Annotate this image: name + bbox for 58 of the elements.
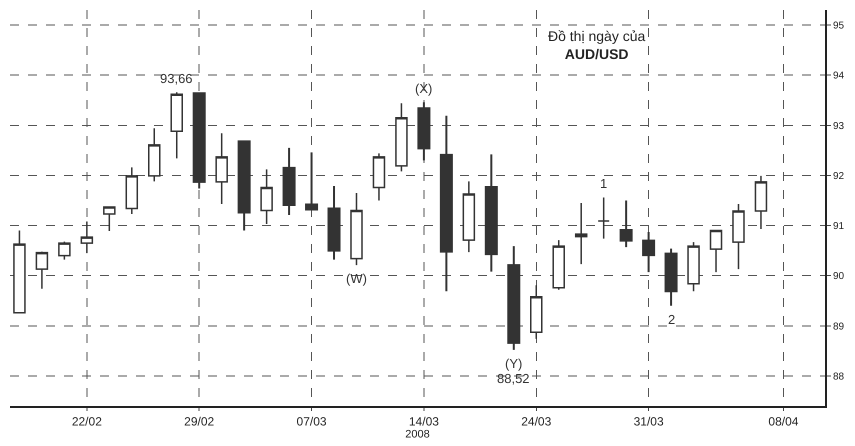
- annotation: 93,66: [160, 71, 193, 86]
- y-tick-label: 93: [833, 120, 845, 132]
- candlestick: [103, 206, 116, 232]
- annotation: (Y): [505, 356, 522, 371]
- candlestick: [215, 132, 228, 205]
- candlestick: [126, 166, 138, 215]
- candlestick: [282, 146, 296, 216]
- x-tick-label: 14/03: [408, 414, 440, 428]
- candlestick: [574, 202, 588, 265]
- candlestick: [170, 91, 183, 160]
- annotation: 2: [668, 312, 676, 327]
- y-tick-label: 91: [833, 221, 845, 232]
- candlestick: [484, 153, 498, 273]
- candlestick: [260, 168, 273, 225]
- candlestick: [552, 239, 565, 290]
- candlestick: [36, 250, 48, 290]
- y-tick-label: 89: [833, 321, 845, 332]
- y-tick-label: 90: [833, 271, 845, 282]
- y-tick-label: 92: [833, 170, 845, 182]
- candlestick: [372, 152, 386, 202]
- annotation: 88,52: [497, 371, 530, 386]
- candlestick: [507, 245, 520, 351]
- x-tick-label: 22/02: [72, 414, 102, 428]
- y-tick-label: 94: [833, 70, 845, 82]
- x-tick-label: 24/03: [521, 414, 552, 428]
- candlestick: [148, 128, 161, 182]
- text: Đồ thị ngày của AUD/USD: [548, 28, 646, 62]
- candlestick: [620, 199, 633, 248]
- candlestick: [687, 241, 700, 292]
- candlestick: [328, 184, 341, 261]
- y-tick-label: 95: [833, 20, 845, 32]
- candlestick: [305, 151, 318, 212]
- candlestick: [664, 248, 678, 307]
- x-tick-label: 31/03: [634, 414, 664, 428]
- candlestick: [192, 92, 206, 190]
- x-tick-label: 29/02: [184, 414, 215, 428]
- candlestick: [754, 175, 768, 230]
- candlestick: [440, 114, 453, 292]
- candlestick: [642, 231, 656, 274]
- candlestick: [80, 220, 94, 254]
- annotation: (W): [346, 271, 367, 286]
- annotation: (X): [415, 81, 432, 96]
- candlestick: [732, 203, 745, 270]
- candlestick: [58, 240, 71, 260]
- candlestick: [350, 192, 363, 266]
- x-axis-title: 2008: [405, 428, 430, 440]
- candlestick: [238, 140, 251, 232]
- y-tick-label: 88: [833, 371, 845, 382]
- candlestick: [395, 102, 408, 172]
- candlestick: [462, 180, 476, 253]
- candlestick: [597, 196, 610, 240]
- x-tick-label: 07/03: [296, 414, 327, 428]
- candlestick: [417, 101, 430, 162]
- candlestick: [530, 284, 543, 340]
- candlestick: [710, 230, 722, 273]
- x-tick-label: 08/04: [768, 414, 799, 428]
- annotation: 1: [600, 176, 608, 191]
- candlestick: [13, 230, 26, 314]
